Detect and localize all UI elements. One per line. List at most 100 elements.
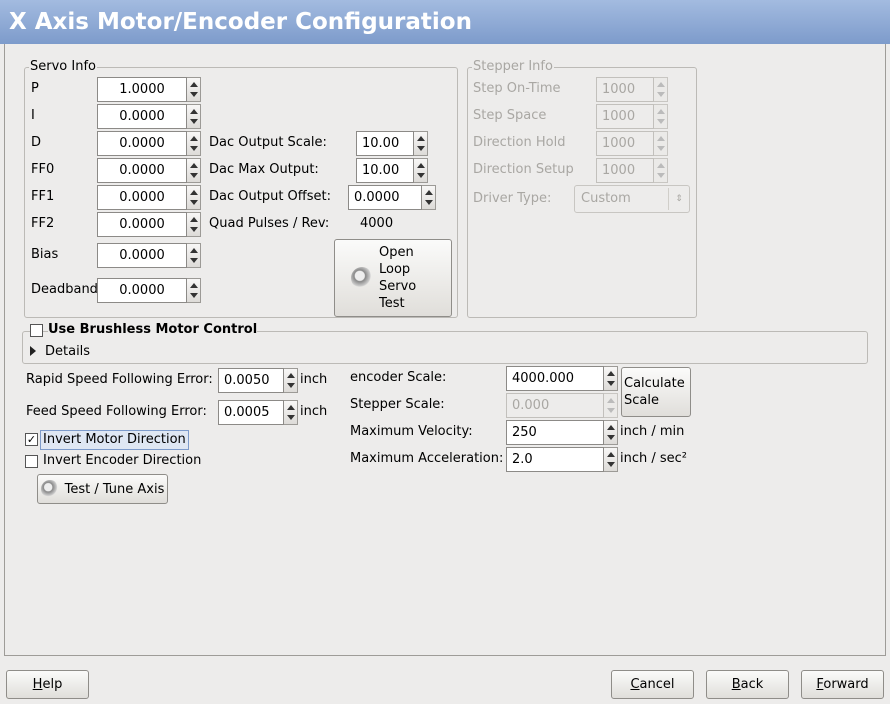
test-tune-button[interactable]: Test / Tune Axis xyxy=(37,474,168,504)
spin-up[interactable] xyxy=(190,109,198,114)
brushless-checkbox[interactable] xyxy=(30,324,43,337)
spin-up[interactable] xyxy=(190,248,198,253)
spin-buttons[interactable] xyxy=(604,420,618,445)
ferror-label: Rapid Speed Following Error: xyxy=(26,372,213,387)
spin-down[interactable] xyxy=(417,146,425,151)
stepper-frame xyxy=(467,67,697,318)
spin-down[interactable] xyxy=(190,293,198,298)
servo-legend: Servo Info xyxy=(29,59,97,75)
scale-label: Maximum Velocity: xyxy=(350,424,473,439)
option-checkbox[interactable]: ✓ xyxy=(25,433,38,446)
spin-buttons[interactable] xyxy=(187,185,201,210)
spin-up[interactable] xyxy=(287,373,295,378)
spin-buttons[interactable] xyxy=(187,158,201,183)
spin-down[interactable] xyxy=(190,258,198,263)
stepper-legend: Stepper Info xyxy=(472,59,554,75)
spin-up[interactable] xyxy=(287,405,295,410)
spin-up[interactable] xyxy=(607,452,615,457)
spin-up[interactable] xyxy=(425,190,433,195)
spin-down[interactable] xyxy=(607,381,615,386)
open-loop-button-label: Open Loop Servo Test xyxy=(379,245,417,311)
spin-buttons[interactable] xyxy=(187,243,201,268)
spin-buttons[interactable] xyxy=(422,185,436,210)
spin-entry[interactable]: 1.0000 xyxy=(97,77,187,102)
spin-up[interactable] xyxy=(417,136,425,141)
spin-entry[interactable]: 4000.000 xyxy=(506,366,604,391)
spin-up[interactable] xyxy=(190,163,198,168)
footer-button[interactable]: Help xyxy=(6,670,89,699)
gear-icon xyxy=(351,267,373,289)
content-panel xyxy=(4,44,886,656)
spin-buttons[interactable] xyxy=(187,131,201,156)
spin-entry[interactable]: 2.0 xyxy=(506,447,604,472)
spin-buttons[interactable] xyxy=(414,158,428,183)
spin-buttons xyxy=(654,77,668,102)
brushless-label: Use Brushless Motor Control xyxy=(48,321,258,339)
spin-entry[interactable]: 0.0000 xyxy=(97,104,187,129)
calculate-button[interactable]: Calculate Scale xyxy=(621,367,691,417)
footer-button[interactable]: Cancel xyxy=(611,670,694,699)
spin-buttons[interactable] xyxy=(284,368,298,393)
spin-buttons[interactable] xyxy=(187,212,201,237)
footer-button[interactable]: Back xyxy=(706,670,789,699)
stepper-label: Step On-Time xyxy=(473,81,561,96)
spin-entry[interactable]: 10.00 xyxy=(356,131,414,156)
spin-entry[interactable]: 0.0000 xyxy=(97,243,187,268)
spin-down[interactable] xyxy=(287,383,295,388)
spin-down[interactable] xyxy=(190,200,198,205)
spin-down[interactable] xyxy=(417,173,425,178)
expander[interactable] xyxy=(30,346,36,356)
spin-down[interactable] xyxy=(607,435,615,440)
spin-down[interactable] xyxy=(190,173,198,178)
spin-down[interactable] xyxy=(287,415,295,420)
servo-label: D xyxy=(31,135,42,150)
spin-buttons[interactable] xyxy=(284,400,298,425)
spin-down xyxy=(607,408,615,413)
spin-entry[interactable]: 0.0000 xyxy=(97,158,187,183)
spin-down[interactable] xyxy=(190,92,198,97)
spin-entry[interactable]: 0.0000 xyxy=(348,185,422,210)
spin-entry[interactable]: 0.0000 xyxy=(97,131,187,156)
spin-buttons xyxy=(604,393,618,418)
spin-up[interactable] xyxy=(190,283,198,288)
servo-label: P xyxy=(31,81,39,96)
details-label: Details xyxy=(45,344,91,359)
driver-label: Driver Type: xyxy=(473,191,552,206)
spin-up[interactable] xyxy=(607,371,615,376)
spin-buttons[interactable] xyxy=(187,77,201,102)
spin-down[interactable] xyxy=(607,462,615,467)
spin-up[interactable] xyxy=(190,217,198,222)
calculate-button-label: Calculate Scale xyxy=(624,376,685,408)
spin-buttons xyxy=(654,158,668,183)
spin-buttons[interactable] xyxy=(414,131,428,156)
spin-entry[interactable]: 0.0000 xyxy=(97,212,187,237)
dac-label: Dac Output Scale: xyxy=(209,135,327,150)
footer-button-label: Forward xyxy=(816,677,869,692)
spin-down[interactable] xyxy=(190,146,198,151)
spin-up[interactable] xyxy=(417,163,425,168)
option-checkbox[interactable] xyxy=(25,455,38,468)
spin-down[interactable] xyxy=(190,227,198,232)
spin-buttons[interactable] xyxy=(187,278,201,303)
spin-buttons[interactable] xyxy=(604,447,618,472)
open-loop-button[interactable]: Open Loop Servo Test xyxy=(334,239,452,317)
spin-up[interactable] xyxy=(190,82,198,87)
spin-entry[interactable]: 0.0000 xyxy=(97,185,187,210)
spin-buttons[interactable] xyxy=(187,104,201,129)
option-label: Invert Encoder Direction xyxy=(43,453,202,468)
spin-up[interactable] xyxy=(607,425,615,430)
spin-down[interactable] xyxy=(425,200,433,205)
spin-entry[interactable]: 0.0005 xyxy=(218,400,284,425)
quad-value: 4000 xyxy=(360,216,394,231)
spin-entry[interactable]: 250 xyxy=(506,420,604,445)
spin-entry[interactable]: 10.00 xyxy=(356,158,414,183)
stepper-label: Direction Hold xyxy=(473,135,566,150)
spin-entry[interactable]: 0.0050 xyxy=(218,368,284,393)
footer-button[interactable]: Forward xyxy=(801,670,884,699)
spin-up[interactable] xyxy=(190,190,198,195)
spin-up xyxy=(657,163,665,168)
spin-entry[interactable]: 0.0000 xyxy=(97,278,187,303)
spin-down[interactable] xyxy=(190,119,198,124)
spin-up[interactable] xyxy=(190,136,198,141)
spin-buttons[interactable] xyxy=(604,366,618,391)
